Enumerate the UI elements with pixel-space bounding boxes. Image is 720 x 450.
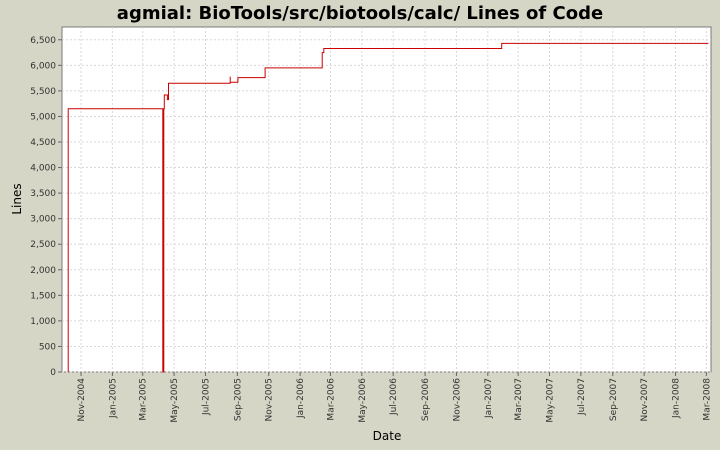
y-tick-label: 5,500 [30,87,56,97]
x-tick-label: Sep-2006 [421,378,431,421]
y-tick-label: 1,000 [30,317,56,327]
x-tick-label: Mar-2005 [139,378,149,421]
x-tick-label: Jan-2007 [484,378,494,419]
y-tick-label: 1,500 [30,291,56,301]
x-tick-label: Sep-2005 [233,378,243,421]
x-tick-label: Jan-2006 [296,378,306,419]
plot-area [61,26,712,373]
x-tick-label: Nov-2006 [452,378,462,422]
y-tick-label: 3,000 [30,215,56,225]
grid [62,27,711,373]
chart-title: agmial: BioTools/src/biotools/calc/ Line… [117,3,603,24]
y-tick-label: 2,000 [30,266,56,276]
y-tick-label: 6,500 [30,36,56,46]
x-tick-label: Nov-2004 [77,378,87,422]
x-axis-label: Date [373,429,402,443]
y-tick-label: 4,500 [30,138,56,148]
x-tick-label: May-2007 [546,378,556,423]
y-axis: 0 500 1,000 1,500 2,000 2,500 3,000 3,500 4,000 4… [30,36,62,378]
x-tick-label: Jul-2007 [577,378,587,416]
x-tick-label: Nov-2007 [640,378,650,421]
y-tick-label: 4,000 [30,164,56,174]
y-tick-label: 5,000 [30,112,56,122]
x-tick-label: May-2005 [170,378,180,423]
x-tick-label: Sep-2007 [609,378,619,421]
x-tick-label: Mar-2008 [702,378,712,421]
y-tick-label: 500 [39,342,56,352]
y-tick-label: 2,500 [30,240,56,250]
x-tick-label: Nov-2005 [265,378,275,421]
y-axis-label: Lines [10,183,24,214]
x-tick-label: Jan-2005 [108,378,118,419]
y-tick-label: 3,500 [30,189,56,199]
y-tick-label: 0 [50,368,56,378]
x-tick-label: Mar-2006 [326,378,336,421]
y-tick-label: 6,000 [30,61,56,71]
x-tick-label: Jul-2006 [389,378,399,416]
x-tick-label: Jan-2008 [672,378,682,419]
x-tick-label: Jul-2005 [201,378,211,416]
series-line [67,42,709,373]
x-axis: Nov-2004 Jan-2005 Mar-2005 May-2005 Jul-2005… [77,372,712,423]
x-tick-label: Mar-2007 [514,378,524,421]
x-tick-label: May-2006 [358,378,368,423]
series-layer [67,42,709,373]
